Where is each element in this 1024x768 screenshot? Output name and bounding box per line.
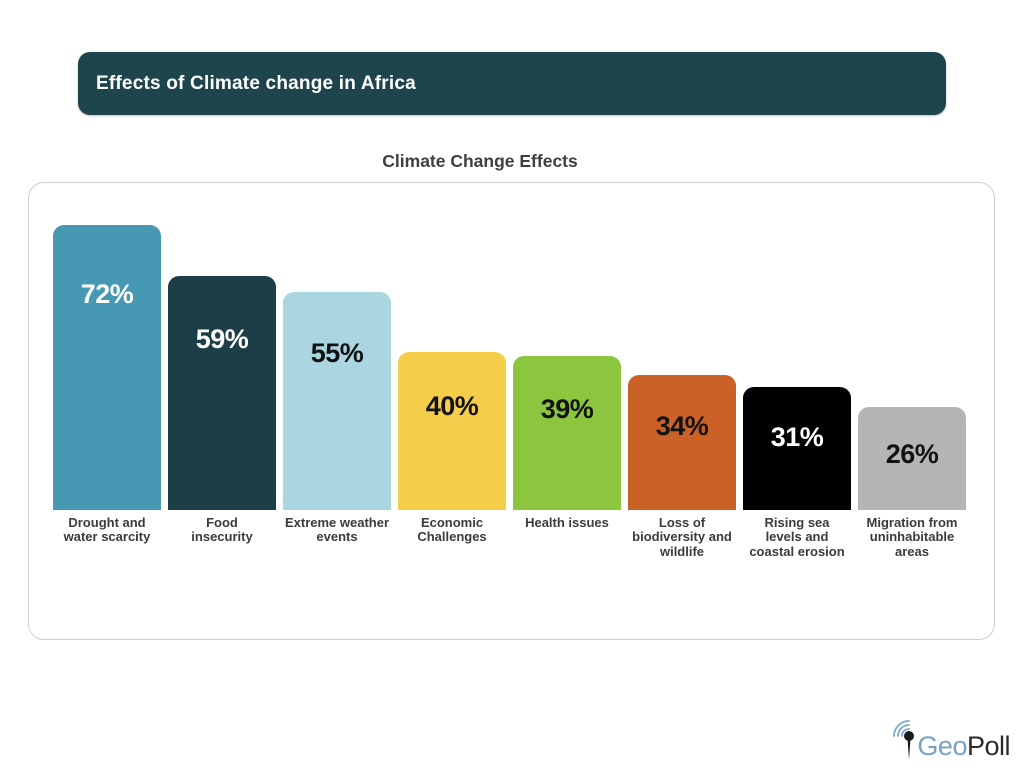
bar-value-label: 72% [80,279,134,309]
bar-value-label: 40% [425,391,479,421]
signal-pin-icon [893,720,915,760]
bar-category-label: Migration from uninhabitable areas [866,515,958,559]
bar: 34% [628,375,736,510]
bar-chart: 72% Drought and water scarcity 59% Food ins… [29,183,994,559]
bar: 40% [398,352,506,510]
bar-column: 34% Loss of biodiversity and wildlife [628,225,736,559]
bar-value-label: 39% [540,394,594,424]
bar-column: 39% Health issues [513,225,621,559]
bar-area: 26% [858,225,966,510]
logo-text-geo: Geo [917,731,967,761]
bar-area: 72% [53,225,161,510]
bar-category-label: Health issues [525,515,609,530]
bar: 55% [283,292,391,510]
chart-title: Climate Change Effects [382,151,578,171]
bar-column: 72% Drought and water scarcity [53,225,161,559]
bar-column: 40% Economic Challenges [398,225,506,559]
logo-text-poll: Poll [966,731,1011,761]
bar-value-label: 31% [770,422,824,452]
bar-value-label: 26% [885,439,939,469]
bar-area: 55% [283,225,391,510]
bar-area: 34% [628,225,736,510]
bar-area: 31% [743,225,851,510]
bar-column: 31% Rising sea levels and coastal erosion [743,225,851,559]
bar-value-label: 34% [655,411,709,441]
bar-area: 59% [168,225,276,510]
chart-card: 72% Drought and water scarcity 59% Food ins… [28,182,995,640]
bar: 26% [858,407,966,510]
bar-category-label: Economic Challenges [417,515,487,545]
bar-category-label: Rising sea levels and coastal erosion [749,515,845,559]
bar-area: 39% [513,225,621,510]
bar-value-label: 55% [310,338,364,368]
bar-category-label: Drought and water scarcity [63,515,151,545]
report-title-banner: Effects of Climate change in Africa [78,52,946,115]
bar: 31% [743,387,851,510]
bar: 72% [53,225,161,510]
bar-column: 26% Migration from uninhabitable areas [858,225,966,559]
geopoll-logo: Geo Poll [883,716,1011,761]
bar-category-label: Loss of biodiversity and wildlife [632,515,732,559]
bar: 59% [168,276,276,510]
bar-area: 40% [398,225,506,510]
bar-category-label: Food insecurity [191,515,253,545]
bar-column: 59% Food insecurity [168,225,276,559]
bar-value-label: 59% [195,324,249,354]
bar-category-label: Extreme weather events [284,515,390,545]
report-title: Effects of Climate change in Africa [96,72,416,94]
bar: 39% [513,356,621,510]
bar-column: 55% Extreme weather events [283,225,391,559]
